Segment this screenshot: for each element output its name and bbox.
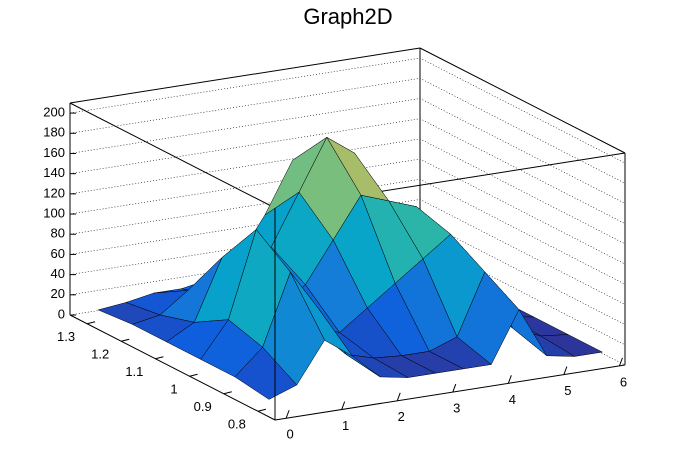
- x-tick: [563, 366, 568, 375]
- y-tick: [86, 321, 96, 325]
- y-tick-label: 1: [170, 382, 177, 397]
- x-tick: [618, 357, 623, 367]
- grid-line: [69, 158, 626, 265]
- x-tick: [507, 375, 512, 384]
- y-tick-label: 0.8: [228, 417, 246, 432]
- z-tick-label: 100: [43, 205, 65, 220]
- x-tick-label: 3: [453, 401, 460, 416]
- grid-line: [69, 98, 626, 204]
- x-tick: [285, 410, 290, 419]
- x-tick-label: 0: [286, 427, 293, 442]
- x-tick: [452, 383, 457, 393]
- y-tick: [155, 356, 164, 360]
- y-tick-label: 1.3: [57, 329, 75, 344]
- grid-line: [69, 138, 626, 245]
- grid-line: [69, 57, 626, 164]
- z-tick-label: 200: [43, 105, 65, 120]
- y-tick: [121, 338, 130, 342]
- z-tick-label: 60: [51, 246, 65, 261]
- y-tick-label: 1.2: [91, 347, 109, 362]
- grid-line: [69, 118, 626, 224]
- z-tick-label: 160: [43, 145, 65, 160]
- box-edge: [69, 47, 421, 104]
- box-edge: [69, 102, 276, 209]
- z-tick-label: 180: [43, 125, 65, 140]
- grid-line: [69, 178, 626, 285]
- box-edge: [419, 47, 626, 154]
- x-axis: [274, 364, 626, 421]
- z-tick-label: 120: [43, 185, 65, 200]
- x-tick: [396, 392, 401, 401]
- x-tick-label: 2: [398, 409, 405, 424]
- y-tick: [223, 391, 232, 395]
- grid-line: [69, 199, 626, 305]
- grid-line: [69, 77, 626, 184]
- y-tick: [257, 408, 267, 412]
- z-tick-label: 80: [51, 226, 65, 241]
- y-tick: [189, 373, 198, 377]
- x-tick-label: 6: [620, 374, 627, 389]
- y-tick-label: 0.9: [194, 399, 212, 414]
- x-tick-label: 5: [564, 383, 571, 398]
- surface-cell: [234, 346, 298, 400]
- x-tick-label: 4: [509, 392, 516, 407]
- x-tick-label: 1: [342, 418, 349, 433]
- y-axis: [69, 314, 276, 421]
- z-tick-label: 20: [51, 286, 65, 301]
- z-tick-label: 40: [51, 266, 65, 281]
- chart-title: Graph2D: [303, 4, 392, 29]
- z-tick-label: 0: [58, 306, 65, 321]
- y-tick-label: 1.1: [125, 364, 143, 379]
- z-tick-label: 140: [43, 165, 65, 180]
- x-tick: [341, 401, 346, 410]
